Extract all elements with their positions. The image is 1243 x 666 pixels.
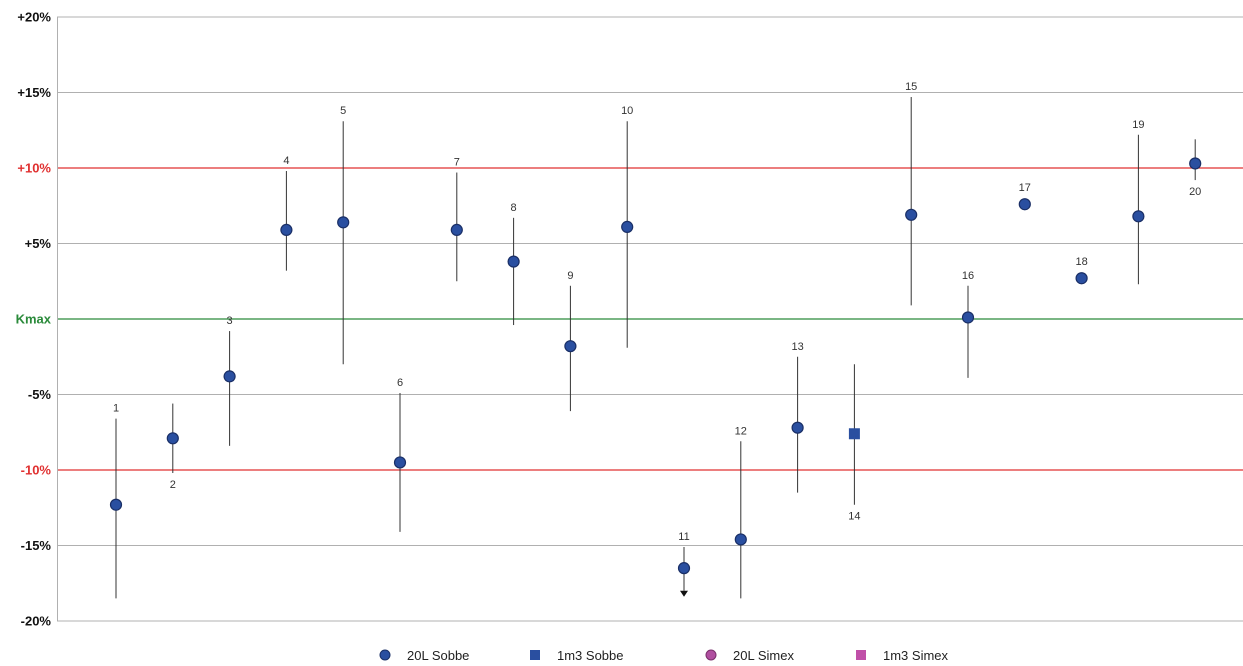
arrow-down-icon bbox=[680, 590, 688, 597]
data-label: 10 bbox=[621, 105, 633, 117]
data-point bbox=[223, 370, 236, 383]
data-label: 14 bbox=[848, 511, 860, 523]
data-label: 1 bbox=[113, 403, 119, 415]
data-label: 18 bbox=[1075, 256, 1087, 268]
data-point bbox=[507, 255, 520, 268]
data-point bbox=[1189, 157, 1202, 170]
data-label: 11 bbox=[678, 531, 689, 543]
data-label: 13 bbox=[791, 341, 803, 353]
legend-label: 1m3 Sobbe bbox=[557, 648, 624, 663]
y-tick-label: Kmax bbox=[16, 312, 52, 327]
data-point bbox=[564, 340, 577, 353]
y-tick-label: -20% bbox=[21, 614, 52, 629]
data-label: 8 bbox=[511, 202, 517, 214]
y-tick-label: +10% bbox=[17, 161, 51, 176]
data-label: 5 bbox=[340, 105, 346, 117]
data-label: 4 bbox=[283, 155, 289, 167]
data-label: 7 bbox=[454, 157, 460, 169]
data-label: 9 bbox=[567, 270, 573, 282]
y-tick-label: +15% bbox=[17, 85, 51, 100]
data-label: 17 bbox=[1019, 182, 1031, 194]
y-tick-label: -5% bbox=[28, 387, 52, 402]
data-label: 3 bbox=[227, 315, 233, 327]
data-label: 2 bbox=[170, 479, 176, 491]
data-point bbox=[1132, 210, 1145, 223]
data-label: 16 bbox=[962, 270, 974, 282]
data-label: 15 bbox=[905, 81, 917, 93]
data-point bbox=[166, 432, 179, 445]
y-tick-label: -10% bbox=[21, 463, 52, 478]
legend-label: 20L Simex bbox=[733, 648, 794, 663]
data-point bbox=[393, 456, 407, 469]
data-point bbox=[677, 562, 691, 575]
y-tick-label: +5% bbox=[25, 236, 52, 251]
y-tick-label: -15% bbox=[21, 538, 52, 553]
y-tick-label: +20% bbox=[17, 10, 51, 25]
data-label: 12 bbox=[735, 425, 747, 437]
data-point-square bbox=[848, 428, 860, 440]
legend-marker-square bbox=[530, 650, 540, 660]
data-point bbox=[337, 216, 350, 229]
legend-marker-square bbox=[856, 650, 866, 660]
data-point bbox=[791, 421, 804, 434]
data-point bbox=[1018, 198, 1031, 211]
legend-label: 20L Sobbe bbox=[407, 648, 469, 663]
data-point bbox=[961, 311, 975, 324]
data-label: 20 bbox=[1189, 186, 1201, 198]
data-label: 6 bbox=[397, 377, 403, 389]
data-point bbox=[734, 533, 747, 546]
data-point bbox=[905, 208, 918, 221]
legend-label: 1m3 Simex bbox=[883, 648, 949, 663]
legend-marker-circle bbox=[705, 649, 717, 661]
data-point bbox=[1075, 272, 1088, 285]
data-label: 19 bbox=[1132, 119, 1144, 131]
data-point bbox=[280, 223, 293, 237]
data-point bbox=[450, 223, 463, 237]
data-point bbox=[621, 220, 634, 233]
data-point bbox=[109, 498, 123, 511]
legend-marker-circle bbox=[379, 649, 391, 661]
